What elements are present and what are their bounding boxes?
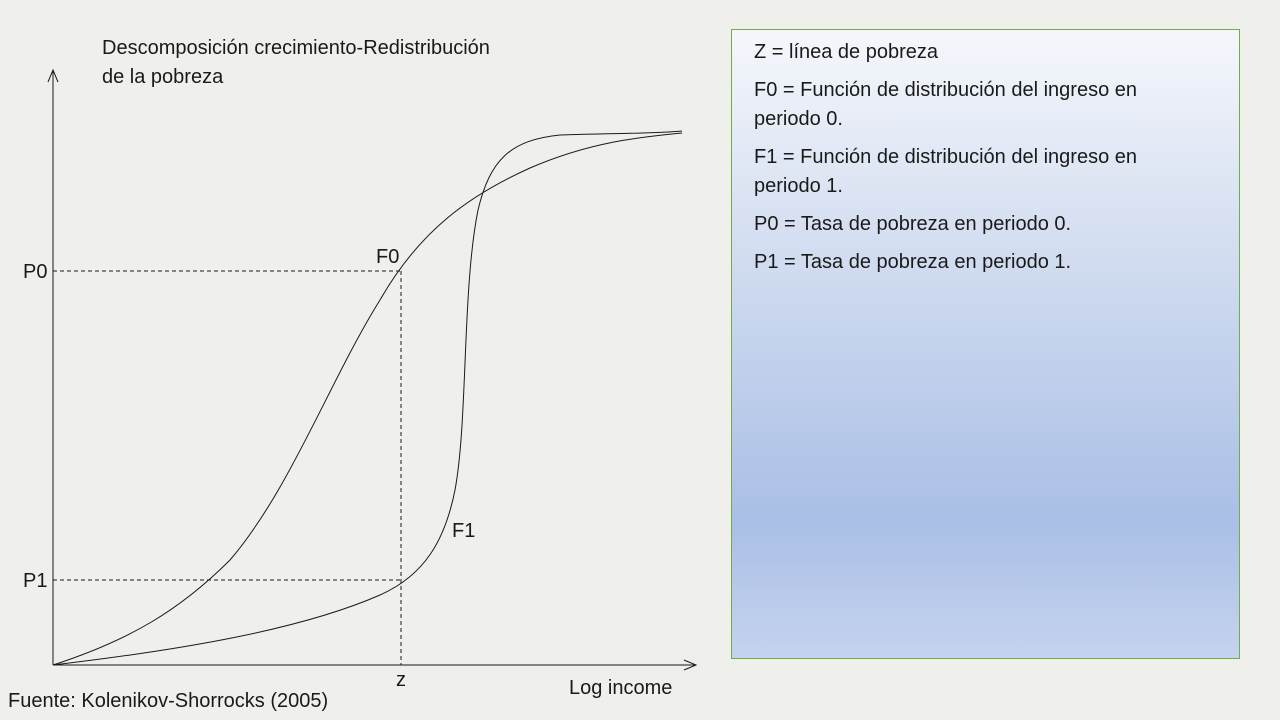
diagram-title-line-2: de la pobreza [102, 66, 224, 88]
legend-item-z: Z = línea de pobreza [754, 41, 939, 63]
legend-item-f0: F0 = Función de distribución del ingreso… [754, 79, 1138, 130]
legend-item-p0: P0 = Tasa de pobreza en periodo 0. [754, 213, 1072, 235]
f1-curve-label: F1 [452, 520, 475, 542]
f0-curve-label: F0 [376, 246, 399, 268]
legend-box: Z = línea de pobreza F0 = Función de dis… [731, 29, 1240, 659]
z-tick-label: z [396, 669, 406, 691]
legend-item-f1: F1 = Función de distribución del ingreso… [754, 146, 1138, 197]
poverty-decomposition-diagram: Descomposición crecimiento-Redistribució… [8, 37, 720, 712]
f0-curve [52, 132, 683, 666]
source-note: Fuente: Kolenikov-Shorrocks (2005) [8, 690, 328, 712]
legend-item-p1: P1 = Tasa de pobreza en periodo 1. [754, 251, 1072, 273]
p1-tick-label: P1 [23, 570, 47, 592]
p0-tick-label: P0 [23, 261, 47, 283]
diagram-title-line-1: Descomposición crecimiento-Redistribució… [102, 37, 490, 59]
x-axis-label: Log income [569, 677, 672, 699]
f1-curve [52, 130, 683, 666]
